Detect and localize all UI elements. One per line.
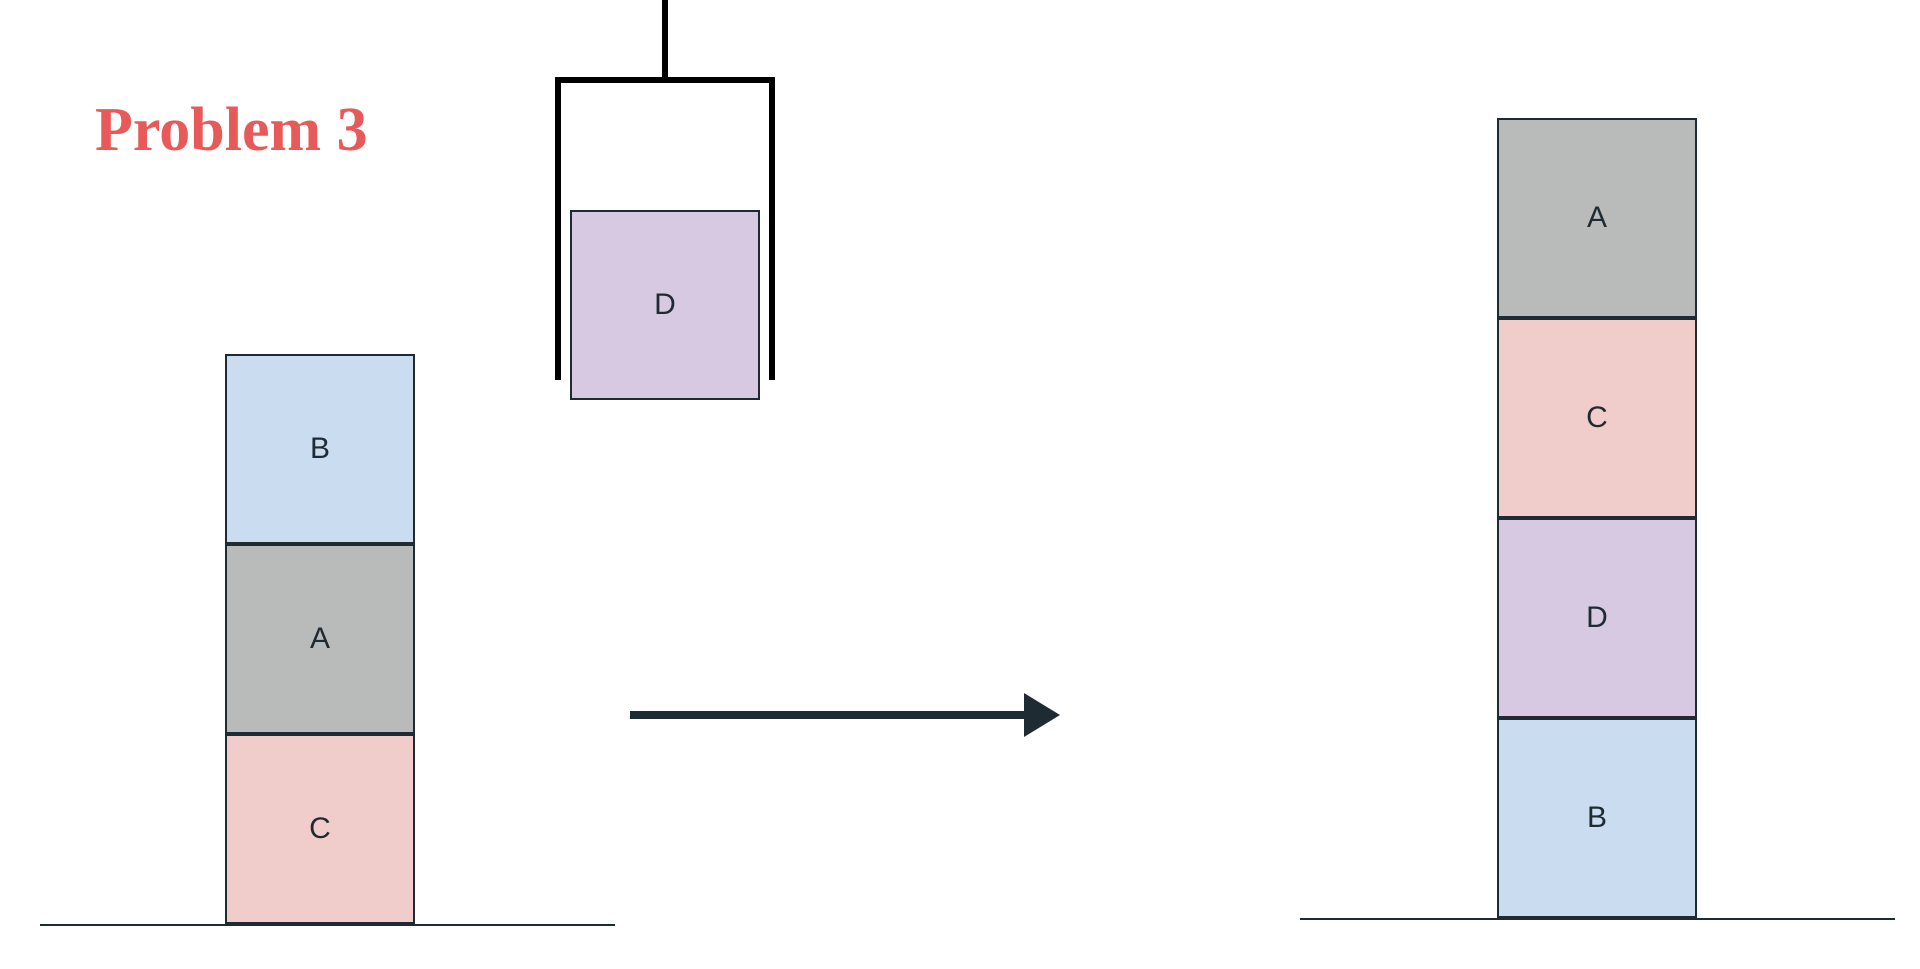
block-label: C (309, 812, 331, 846)
gripper-cable (662, 0, 668, 80)
left-stack-block: A (225, 544, 415, 734)
diagram-stage: Problem 3 C A B B D C A D (0, 0, 1920, 969)
right-stack-block: B (1497, 718, 1697, 918)
held-block: D (570, 210, 760, 400)
gripper-right-arm (769, 80, 775, 380)
right-stack-block: A (1497, 118, 1697, 318)
page-title: Problem 3 (95, 95, 368, 166)
block-label: D (654, 288, 676, 322)
ground-right (1300, 918, 1895, 920)
gripper-left-arm (555, 80, 561, 380)
block-label: A (1587, 201, 1607, 235)
block-label: D (1586, 601, 1608, 635)
right-stack-block: C (1497, 318, 1697, 518)
right-stack-block: D (1497, 518, 1697, 718)
block-label: C (1586, 401, 1608, 435)
block-label: A (310, 622, 330, 656)
left-stack-block: C (225, 734, 415, 924)
arrow-head (1024, 693, 1060, 737)
left-stack-block: B (225, 354, 415, 544)
block-label: B (310, 432, 330, 466)
ground-left (40, 924, 615, 926)
block-label: B (1587, 801, 1607, 835)
